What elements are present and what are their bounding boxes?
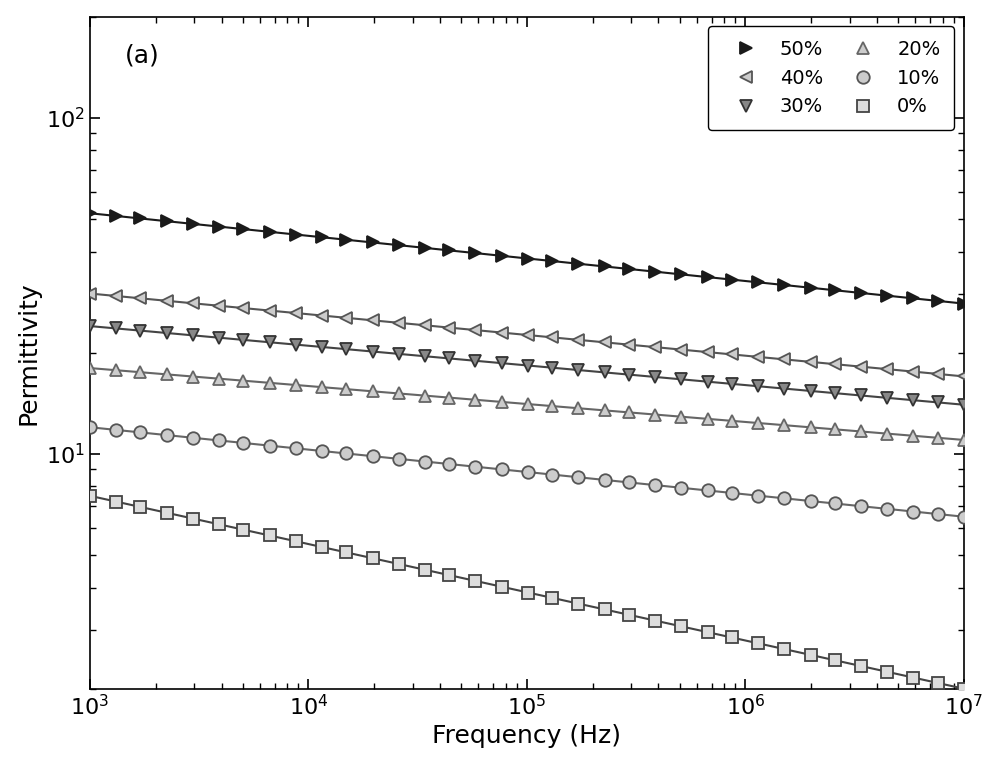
X-axis label: Frequency (Hz): Frequency (Hz) <box>432 724 621 748</box>
Y-axis label: Permittivity: Permittivity <box>17 281 41 425</box>
Legend: 50%, 40%, 30%, 20%, 10%, 0%: 50%, 40%, 30%, 20%, 10%, 0% <box>708 26 954 130</box>
Text: (a): (a) <box>125 44 160 67</box>
